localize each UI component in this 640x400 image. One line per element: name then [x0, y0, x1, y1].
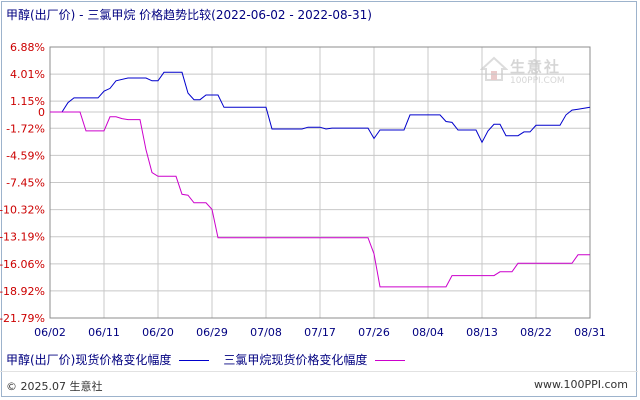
- y-tick-label: -1.72%: [6, 122, 45, 135]
- watermark-sub-text: 100PPI.COM: [510, 76, 565, 86]
- x-tick-label: 06/29: [196, 326, 228, 339]
- x-tick-label: 07/17: [304, 326, 336, 339]
- watermark: 生意社 100PPI.COM: [480, 56, 580, 96]
- y-tick-label: -10.32%: [0, 204, 45, 217]
- x-tick-label: 06/20: [142, 326, 174, 339]
- watermark-main-text: 生意社: [510, 58, 562, 76]
- line-chart: 6.88% 4.01% 1.15%0 -1.72% -4.59% -7.45% -10.32…: [0, 41, 606, 339]
- footer-site-link[interactable]: www.100PPI.com: [534, 378, 628, 391]
- legend-swatch-series1: [179, 359, 210, 361]
- series-line-2: [50, 111, 590, 288]
- x-tick-label: 06/11: [88, 326, 120, 339]
- y-tick-label: 6.88%: [10, 41, 45, 54]
- legend-label-series1: 甲醇(出厂价)现货价格变化幅度: [6, 352, 172, 367]
- legend: 甲醇(出厂价)现货价格变化幅度 三氯甲烷现货价格变化幅度: [6, 350, 419, 368]
- chart-title: 甲醇(出厂价) - 三氯甲烷 价格趋势比较(2022-06-02 - 2022-…: [6, 8, 372, 22]
- x-tick-label: 07/26: [358, 326, 390, 339]
- x-tick-label: 06/02: [34, 326, 66, 339]
- footer-divider: [0, 371, 638, 372]
- x-tick-label: 07/08: [250, 326, 282, 339]
- series-line-1: [50, 71, 591, 144]
- y-tick-label: 4.01%: [10, 68, 45, 81]
- y-tick-label: -21.79%: [0, 312, 45, 325]
- y-tick-label: -4.59%: [6, 149, 45, 162]
- y-tick-label: -13.19%: [0, 231, 45, 244]
- x-tick-label: 08/31: [574, 326, 606, 339]
- plot-area-border: [49, 46, 591, 319]
- y-tick-label: -16.06%: [0, 258, 45, 271]
- y-tick-label: -18.92%: [0, 285, 45, 298]
- footer-copyright: © 2025.07 生意社: [6, 380, 103, 393]
- x-tick-label: 08/13: [466, 326, 498, 339]
- y-tick-label: -7.45%: [6, 176, 45, 189]
- legend-label-series2: 三氯甲烷现货价格变化幅度: [223, 352, 368, 367]
- watermark-logo-icon: [480, 56, 508, 81]
- y-tick-label: 0: [38, 106, 45, 119]
- x-tick-label: 08/04: [412, 326, 444, 339]
- y-tick-label: 1.15%: [10, 95, 45, 108]
- legend-swatch-series2: [375, 359, 406, 361]
- x-tick-label: 08/22: [520, 326, 552, 339]
